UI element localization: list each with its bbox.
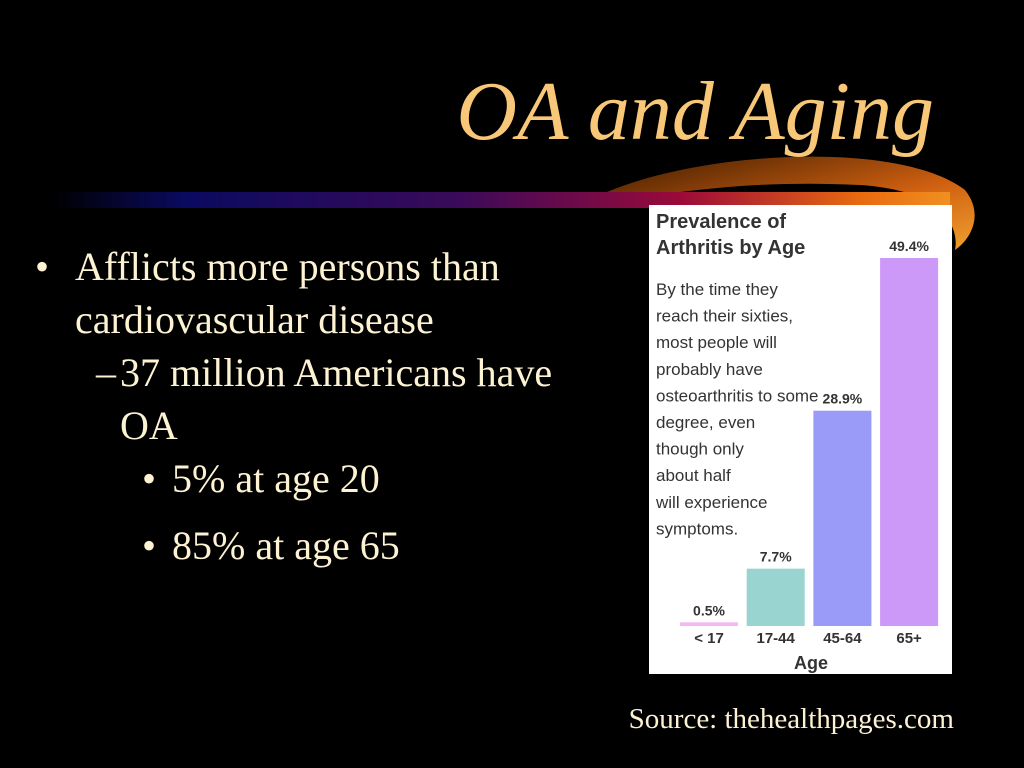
- bullet-marker: •: [142, 523, 157, 568]
- x-axis-label: Age: [794, 653, 828, 673]
- value-label: 49.4%: [889, 238, 929, 254]
- bullet-marker: –: [96, 350, 116, 395]
- bar: [813, 410, 872, 626]
- annotation: most people will: [656, 333, 777, 352]
- bullet-list: • Afflicts more persons than cardiovascul…: [0, 240, 552, 586]
- bar: [880, 258, 939, 626]
- value-label: 28.9%: [823, 391, 863, 407]
- slide-title: OA and Aging: [456, 65, 934, 158]
- x-tick-label: 65+: [896, 630, 922, 647]
- swoosh: [600, 156, 975, 250]
- title-band: [50, 192, 950, 208]
- bullet-marker: •: [35, 244, 50, 289]
- annotation: osteoarthritis to some: [656, 386, 819, 405]
- annotation: will experience: [655, 493, 768, 512]
- chart-title: Prevalence of: [656, 211, 786, 233]
- x-tick-label: 17-44: [757, 630, 796, 647]
- x-tick-label: 45-64: [823, 630, 862, 647]
- chart: Prevalence of Arthritis by Age By the time…: [649, 205, 952, 674]
- annotation: about half: [656, 466, 731, 485]
- annotation: probably have: [656, 360, 763, 379]
- bar: [680, 622, 738, 626]
- bullet-item: • Afflicts more persons than cardiovascul…: [35, 240, 552, 572]
- x-tick-label: < 17: [694, 630, 724, 647]
- bullet-text: 85% at age 65: [172, 523, 400, 568]
- bullet-text: 5% at age 20: [172, 456, 380, 501]
- bullet-item: • 5% at age 20: [142, 452, 552, 505]
- annotation: though only: [656, 440, 744, 459]
- bullet-text: 37 million Americans have OA: [120, 350, 553, 448]
- annotation: degree, even: [656, 413, 755, 432]
- bullet-marker: •: [142, 456, 157, 501]
- bullet-text: Afflicts more persons than cardiovascula…: [75, 244, 500, 342]
- annotation: reach their sixties,: [656, 307, 793, 326]
- annotation: symptoms.: [656, 519, 738, 538]
- annotation: By the time they: [656, 280, 778, 299]
- source: Source: thehealthpages.com: [628, 703, 954, 735]
- bullet-item: • 85% at age 65: [142, 519, 552, 572]
- bar: [746, 568, 805, 626]
- value-label: 0.5%: [693, 602, 725, 618]
- bullet-item: –37 million Americans have OA • 5% at age …: [96, 346, 590, 572]
- value-label: 7.7%: [760, 549, 792, 565]
- chart-title: Arthritis by Age: [656, 237, 805, 259]
